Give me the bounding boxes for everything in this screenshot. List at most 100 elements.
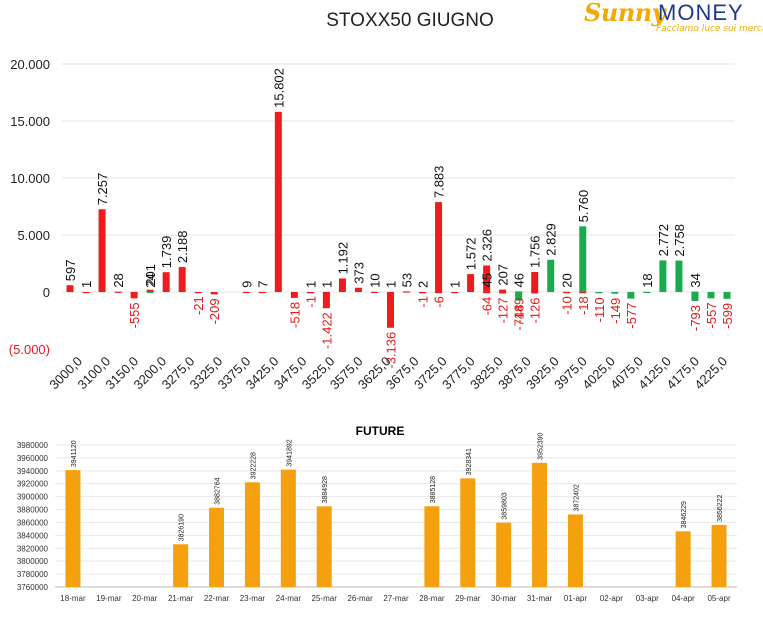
data-label: -577 — [624, 303, 639, 329]
sunny-money-logo: Sunny MONEY Facciamo luce sui mercati — [584, 0, 763, 36]
options-open-interest-chart: 20.00015.00010.0005.0000(5.000)59717.257… — [9, 57, 735, 392]
data-label: -1.422 — [319, 312, 334, 349]
data-label: 3856222 — [717, 495, 724, 522]
data-label: 7.883 — [432, 166, 447, 199]
data-label: 1.192 — [335, 242, 350, 275]
bar — [435, 292, 443, 294]
bar — [178, 267, 186, 292]
data-label: 1.572 — [464, 238, 479, 271]
data-label: 3859803 — [502, 492, 509, 519]
bar — [210, 292, 218, 295]
logo-sunny-text: Sunny — [584, 0, 666, 27]
x-tick-label: 29-mar — [455, 594, 481, 603]
bar — [515, 292, 523, 301]
data-label: -6 — [432, 296, 447, 308]
data-label: 2.326 — [480, 229, 495, 262]
data-label: 53 — [400, 273, 415, 287]
future-chart-title: FUTURE — [355, 424, 405, 438]
bar — [65, 470, 81, 587]
bar — [173, 544, 189, 587]
data-label: -64 — [480, 297, 495, 316]
data-label: 2.829 — [544, 223, 559, 256]
data-label: 1 — [319, 281, 334, 288]
data-label: -518 — [287, 302, 302, 328]
bar — [290, 292, 298, 298]
data-label: 3952390 — [538, 432, 545, 459]
data-label: -3.136 — [383, 332, 398, 369]
y-tick-label: 3900000 — [17, 493, 49, 502]
data-label: 3872402 — [573, 484, 580, 511]
data-label: -10 — [560, 296, 575, 315]
bar — [386, 292, 394, 328]
data-label: -126 — [528, 297, 543, 323]
bar — [274, 111, 282, 292]
bar — [130, 292, 138, 299]
y-tick-label: 3780000 — [17, 570, 49, 579]
bar — [242, 291, 250, 294]
logo-money-text: MONEY — [658, 0, 744, 25]
x-tick-label: 21-mar — [168, 594, 194, 603]
bar — [244, 482, 260, 587]
data-label: 5.760 — [576, 190, 591, 223]
bar — [595, 292, 603, 294]
data-label: 3826190 — [179, 514, 186, 541]
bar — [322, 292, 330, 309]
data-label: 15.802 — [271, 68, 286, 108]
data-label: -127 — [496, 297, 511, 323]
data-label: 1.756 — [528, 235, 543, 268]
bar — [483, 292, 491, 294]
data-label: 1 — [383, 281, 398, 288]
data-label: 3846229 — [681, 501, 688, 528]
y-tick-label: 15.000 — [10, 114, 50, 129]
bar — [146, 289, 154, 292]
bar — [499, 292, 507, 294]
bar — [563, 292, 571, 294]
bar — [114, 291, 122, 293]
bar — [419, 292, 427, 294]
bar — [258, 291, 266, 294]
data-label: 28 — [111, 273, 126, 287]
bar — [707, 292, 715, 299]
bar — [162, 272, 170, 292]
bar — [675, 531, 691, 587]
data-label: 3922228 — [250, 452, 257, 479]
data-label: -149 — [512, 298, 527, 324]
y-tick-label: 3980000 — [17, 441, 49, 450]
data-label: 597 — [63, 259, 78, 281]
data-label: -555 — [127, 302, 142, 328]
data-label: 3928341 — [466, 448, 473, 475]
y-tick-label: 3920000 — [17, 480, 49, 489]
data-label: 18 — [640, 273, 655, 287]
data-label: 3941892 — [286, 439, 293, 466]
y-tick-label: 20.000 — [10, 57, 50, 72]
x-tick-label: 28-mar — [419, 594, 445, 603]
y-tick-label: 3800000 — [17, 557, 49, 566]
data-label: 24 — [143, 273, 158, 287]
data-label: 20 — [560, 273, 575, 287]
x-tick-label: 25-mar — [312, 594, 338, 603]
bar — [467, 274, 475, 292]
bar — [483, 265, 491, 292]
x-tick-label: 20-mar — [132, 594, 158, 603]
y-tick-label: 3860000 — [17, 518, 49, 527]
bar — [370, 291, 378, 294]
data-label: 207 — [496, 264, 511, 286]
data-label: 1 — [448, 281, 463, 288]
x-tick-label: 23-mar — [240, 594, 266, 603]
data-label: 3884928 — [322, 476, 329, 503]
bar — [354, 287, 362, 292]
data-label: 201 — [143, 264, 158, 286]
data-label: 7 — [255, 281, 270, 288]
bar — [532, 462, 548, 587]
bar — [567, 514, 583, 587]
bar — [547, 259, 555, 292]
bar — [723, 292, 731, 299]
bar — [627, 292, 635, 299]
x-tick-label: 24-mar — [276, 594, 302, 603]
data-label: -1 — [416, 296, 431, 308]
data-label: 46 — [512, 273, 527, 287]
data-label: 1.739 — [159, 236, 174, 269]
data-label: -793 — [688, 305, 703, 331]
bar — [306, 292, 314, 294]
